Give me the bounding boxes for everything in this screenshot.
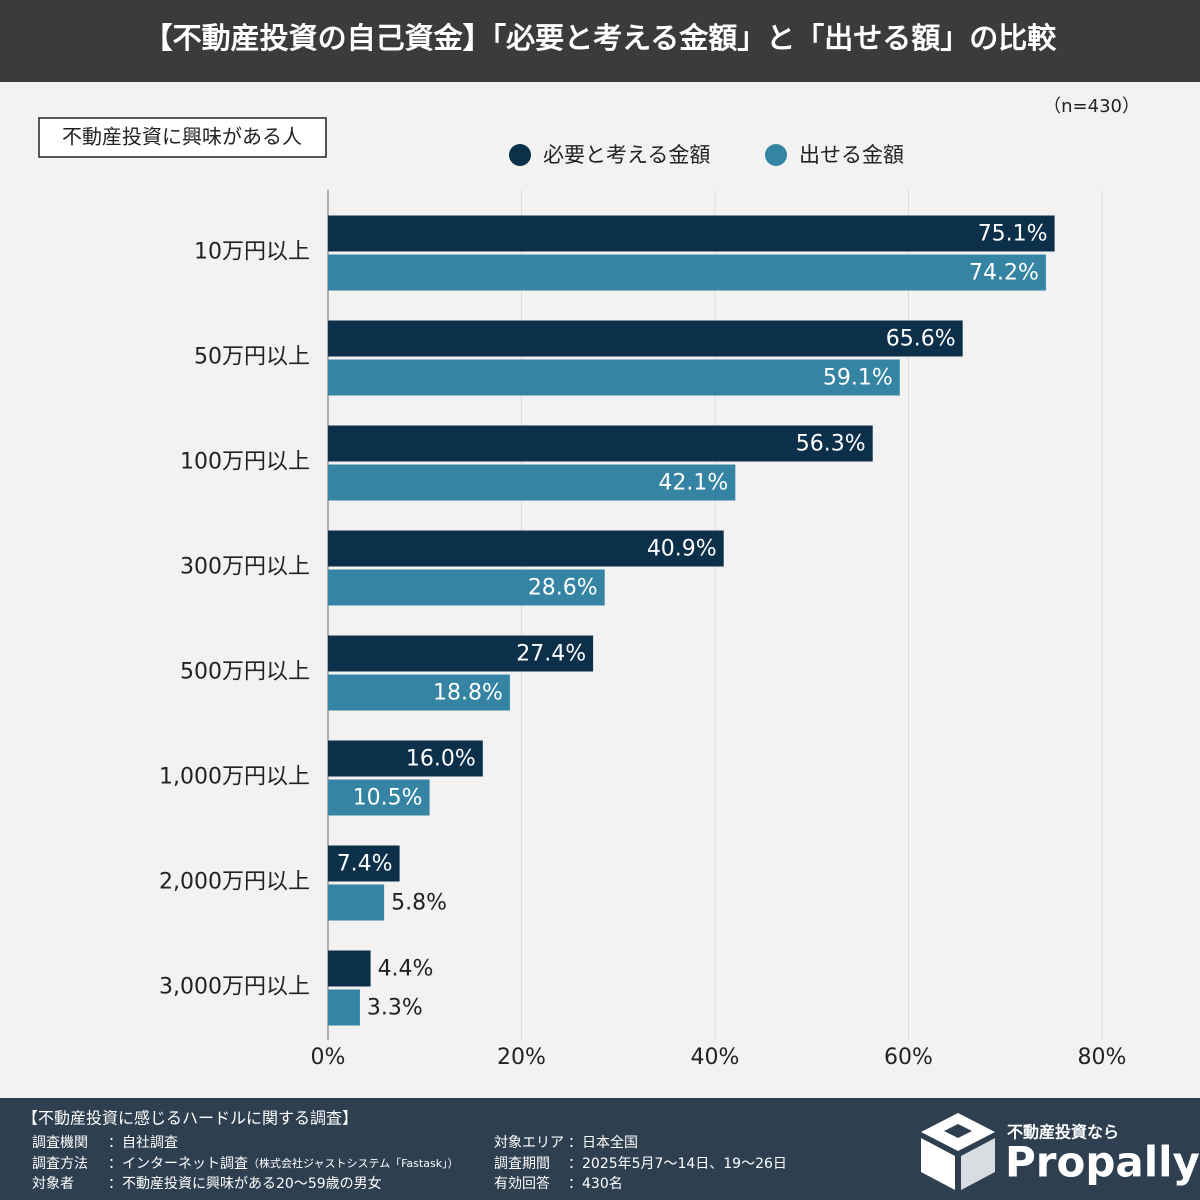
value-label: 75.1% xyxy=(978,222,1048,247)
bar xyxy=(328,779,430,816)
value-label: 40.9% xyxy=(647,537,717,562)
footer-value: ：430名 xyxy=(568,1176,623,1192)
bar xyxy=(328,530,724,567)
bar xyxy=(328,674,510,711)
header-bar xyxy=(0,0,1200,82)
footer-value: ：不動産投資に興味がある20〜59歳の男女 xyxy=(108,1175,382,1192)
value-label: 18.8% xyxy=(433,681,503,706)
bar xyxy=(328,635,594,672)
value-label: 3.3% xyxy=(367,996,423,1021)
footer-label: 対象エリア xyxy=(494,1135,564,1151)
y-tick-label: 50万円以上 xyxy=(194,345,310,370)
bar xyxy=(328,425,873,462)
footer-label: 対象者 xyxy=(32,1176,74,1192)
legend-label: 出せる金額 xyxy=(799,143,904,167)
footer-label: 調査期間 xyxy=(494,1156,550,1172)
value-label: 56.3% xyxy=(796,432,866,457)
chart-title: 【不動産投資の自己資金】「必要と考える金額」と「出せる額」の比較 xyxy=(144,21,1058,55)
bar xyxy=(328,950,371,987)
bar xyxy=(328,884,385,921)
plot: 0% 20% 40% 60% 80% 必要と考える金額 出せる金額 10万円以上 75.1% 74… xyxy=(159,143,1126,1070)
y-tick-label: 500万円以上 xyxy=(180,660,310,685)
y-tick-label: 2,000万円以上 xyxy=(159,870,310,895)
y-tick-label: 100万円以上 xyxy=(180,450,310,475)
y-tick-label: 3,000万円以上 xyxy=(159,975,310,1000)
bar xyxy=(328,254,1046,291)
x-tick-label: 60% xyxy=(884,1045,933,1070)
footer-value: ：インターネット調査（株式会社ジャストシステム「Fastask」） xyxy=(108,1156,459,1172)
value-label: 28.6% xyxy=(528,576,598,601)
legend-label: 必要と考える金額 xyxy=(543,143,710,167)
footer-label: 調査機関 xyxy=(32,1135,88,1151)
bar xyxy=(328,569,605,606)
footer-value-main: ：インターネット調査 xyxy=(108,1156,248,1172)
value-label: 74.2% xyxy=(969,261,1039,286)
bar xyxy=(328,989,360,1026)
footer-value: ：自社調査 xyxy=(108,1135,178,1151)
logo-name: Propally xyxy=(1005,1138,1200,1187)
segment-label: 不動産投資に興味がある人 xyxy=(62,125,302,149)
segment-box xyxy=(38,117,327,158)
sample-note: （n=430） xyxy=(1043,96,1140,117)
value-label: 7.4% xyxy=(337,852,393,877)
footer-bar xyxy=(0,1098,1200,1200)
bar xyxy=(328,215,1055,252)
bar xyxy=(328,845,400,882)
y-tick-label: 10万円以上 xyxy=(194,240,310,265)
value-label: 59.1% xyxy=(823,366,893,391)
bar xyxy=(328,359,900,396)
value-label: 27.4% xyxy=(516,642,586,667)
x-tick-label: 20% xyxy=(497,1045,546,1070)
footer-title: 【不動産投資に感じるハードルに関する調査】 xyxy=(22,1109,358,1128)
logo-tagline: 不動産投資なら xyxy=(1007,1123,1119,1142)
value-label: 65.6% xyxy=(886,327,956,352)
footer-label: 有効回答 xyxy=(494,1175,550,1192)
value-label: 4.4% xyxy=(378,957,434,982)
value-label: 16.0% xyxy=(406,747,476,772)
x-tick-label: 80% xyxy=(1078,1045,1127,1070)
value-label: 5.8% xyxy=(391,891,447,916)
bar xyxy=(328,320,963,357)
bar xyxy=(328,464,736,501)
value-label: 42.1% xyxy=(658,471,728,496)
bar xyxy=(328,740,483,777)
footer-value: ：日本全国 xyxy=(568,1134,638,1151)
x-tick-label: 40% xyxy=(691,1045,740,1070)
legend-marker xyxy=(765,144,787,166)
value-label: 10.5% xyxy=(353,786,423,811)
footer-note: （株式会社ジャストシステム「Fastask」） xyxy=(248,1156,459,1170)
logo-icon xyxy=(921,1113,995,1190)
y-tick-label: 1,000万円以上 xyxy=(159,765,310,790)
legend-marker xyxy=(509,144,531,166)
footer-label: 調査方法 xyxy=(32,1156,88,1172)
footer-value: ：2025年5月7〜14日、19〜26日 xyxy=(568,1156,787,1172)
y-tick-label: 300万円以上 xyxy=(180,555,310,580)
x-tick-label: 0% xyxy=(311,1045,346,1070)
